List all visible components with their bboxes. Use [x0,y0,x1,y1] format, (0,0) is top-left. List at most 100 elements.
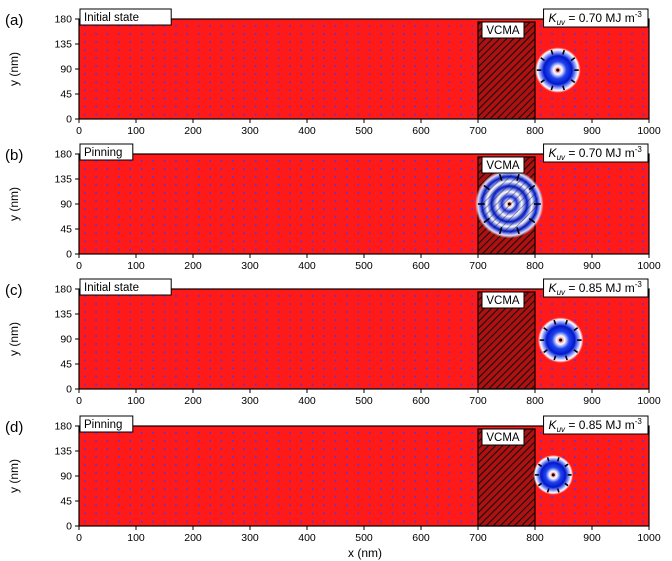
spin-dot [140,504,143,507]
spin-dot [232,375,234,378]
spin-dot [334,192,337,194]
spin-dot [163,49,166,51]
spin-dot [368,327,371,329]
spin-dot [220,105,223,108]
spin-dot [152,383,154,386]
spin-dot [631,184,633,186]
spin-dot [118,240,120,243]
spin-dot [289,184,291,186]
spin-dot [129,216,132,219]
spin-dot [118,49,120,51]
spin-dot [448,367,451,370]
vcma-label: VCMA [486,295,520,307]
spin-dot [197,432,200,434]
spin-dot [243,504,246,507]
spin-dot [118,480,120,483]
spin-dot [140,367,143,370]
spin-dot [106,184,109,186]
spin-dot [266,192,268,194]
spin-dot [596,472,599,475]
spin-dot [368,343,371,346]
spin-dot [551,176,553,178]
spin-dot [243,335,246,338]
spin-dot [95,65,97,68]
y-tick-label: 180 [54,284,72,296]
x-tick-label: 500 [355,532,373,544]
spin-dot [289,456,291,458]
spin-dot [460,97,462,100]
y-tick-label: 90 [60,64,72,76]
spin-dot [631,456,633,458]
x-tick-label: 600 [412,532,430,544]
spin-dot [574,216,576,219]
spin-dot [437,448,439,450]
spin-dot [140,224,143,227]
spin-dot [140,303,143,305]
spin-dot [357,520,360,523]
spin-dot [289,113,291,116]
spin-dot [118,89,120,92]
spin-dot [471,25,474,27]
spin-dot [460,432,462,434]
spin-dot [539,351,542,354]
spin-dot [460,367,462,370]
spin-dot [368,200,371,203]
spin-dot [368,504,371,507]
spin-dot [232,168,234,170]
spin-dot [197,168,200,170]
kuv-label-box [543,278,649,298]
spin-dot [186,248,189,251]
spin-dot [448,472,451,475]
spin-dot [289,440,291,442]
spin-dot [152,200,154,203]
spin-dot [197,383,200,386]
spin-dot [585,448,588,450]
spin-dot [83,200,86,203]
spin-dot [311,335,314,338]
spin-dot [437,480,439,483]
spin-dot [631,73,633,76]
spin-arrow [543,349,548,354]
spin-dot [368,375,371,378]
spin-dot [254,232,257,235]
spin-dot [163,176,166,178]
spin-dot [334,41,337,43]
spin-dot [209,240,211,243]
spin-dot [460,240,462,243]
spin-dot [163,472,166,475]
spin-dot [83,351,86,354]
spin-dot [254,375,257,378]
spin-dot [323,512,325,515]
spin-dot [437,311,439,313]
spin-dot [254,488,257,491]
spin-dot [619,168,622,170]
spin-dot [243,440,246,442]
spin-arrow [483,217,490,224]
spin-dot [163,351,166,354]
spin-dot [471,303,474,305]
spin-dot [197,248,200,251]
spin-dot [232,520,234,523]
spin-dot [357,168,360,170]
spin-dot [289,311,291,313]
spin-dot [83,367,86,370]
spin-dot [186,480,189,483]
spin-dot [220,303,223,305]
spin-dot [642,224,645,227]
spin-dot [460,496,462,499]
spin-dot [300,464,303,466]
spin-dot [608,303,610,305]
spin-dot [380,375,382,378]
spin-dot [539,89,542,92]
spin-dot [311,240,314,243]
spin-dot [357,97,360,100]
spin-dot [118,41,120,43]
spin-dot [585,240,588,243]
spin-dot [140,351,143,354]
spin-dot [471,432,474,434]
spin-dot [106,480,109,483]
spin-dot [448,240,451,243]
spin-dot [631,480,633,483]
spin-dot [175,73,177,76]
